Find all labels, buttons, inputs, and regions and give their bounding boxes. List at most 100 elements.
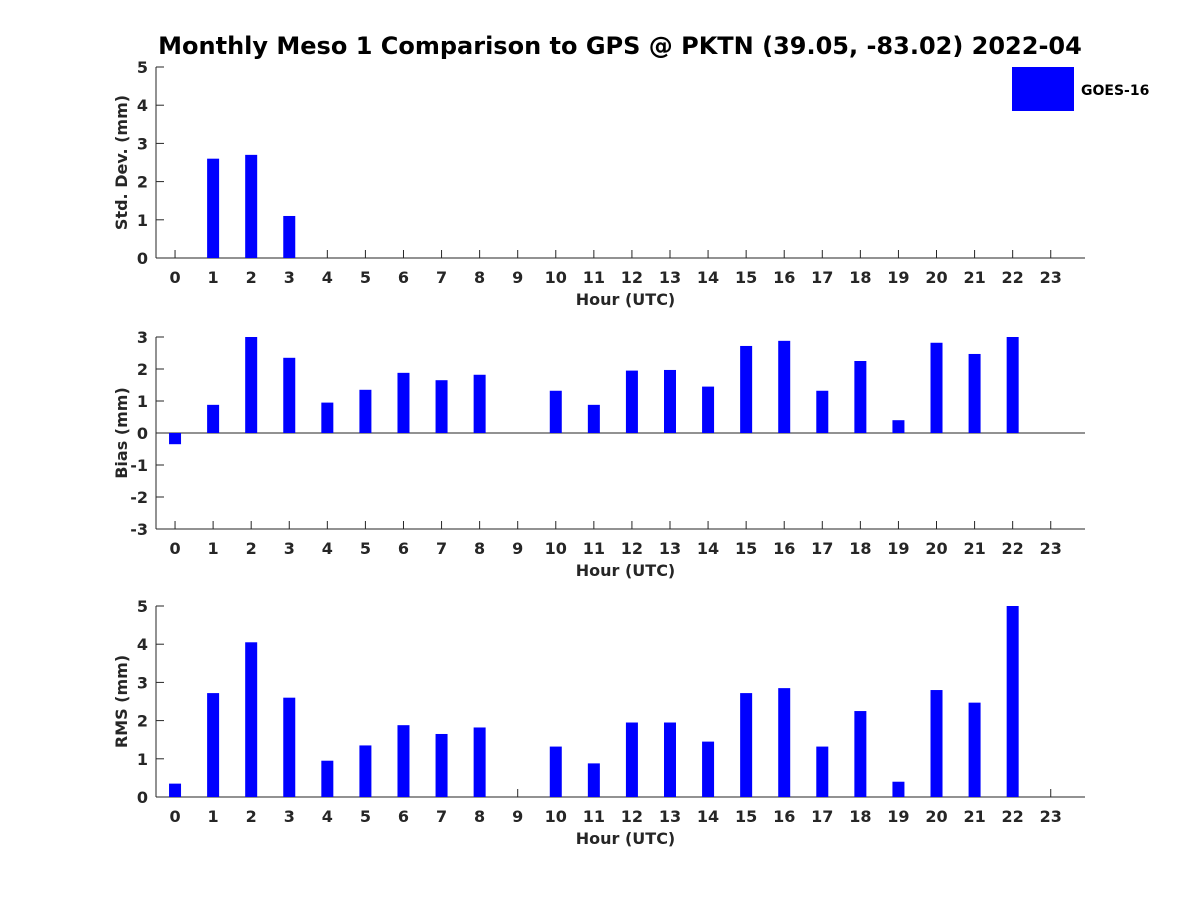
x-tick-label: 20 <box>925 539 947 558</box>
x-tick-label: 8 <box>474 268 485 287</box>
y-tick-label: 5 <box>137 597 148 616</box>
bar-bias-hour-0 <box>169 433 182 445</box>
bar-bias-hour-16 <box>778 340 791 433</box>
x-tick-label: 1 <box>208 807 219 826</box>
y-tick-label: 3 <box>137 328 148 347</box>
x-tick-label: 23 <box>1040 539 1062 558</box>
legend-label: GOES-16 <box>1081 83 1149 99</box>
y-axis-label: RMS (mm) <box>112 655 131 748</box>
x-tick-label: 22 <box>1002 539 1024 558</box>
bar-rms-hour-12 <box>625 722 638 797</box>
bar-bias-hour-18 <box>854 361 867 433</box>
y-tick-label: 0 <box>137 249 148 268</box>
x-tick-label: 15 <box>735 268 757 287</box>
x-tick-label: 1 <box>208 268 219 287</box>
x-tick-label: 5 <box>360 807 371 826</box>
chart-title: Monthly Meso 1 Comparison to GPS @ PKTN … <box>158 32 1082 60</box>
x-tick-label: 2 <box>246 539 257 558</box>
y-tick-label: 1 <box>137 392 148 411</box>
bar-bias-hour-8 <box>473 374 486 433</box>
x-tick-label: 15 <box>735 807 757 826</box>
x-tick-label: 10 <box>545 268 567 287</box>
bar-bias-hour-10 <box>549 390 562 433</box>
bar-rms-hour-13 <box>663 722 676 797</box>
legend-swatch <box>1012 67 1074 111</box>
bar-bias-hour-12 <box>625 370 638 433</box>
bar-bias-hour-7 <box>435 380 448 433</box>
x-tick-label: 6 <box>398 539 409 558</box>
x-tick-label: 13 <box>659 807 681 826</box>
bar-bias-hour-5 <box>359 389 372 433</box>
y-tick-label: 2 <box>137 173 148 192</box>
bar-bias-hour-21 <box>968 353 981 433</box>
bar-std-hour-2 <box>245 154 258 258</box>
bar-std-hour-3 <box>283 215 296 258</box>
x-tick-label: 1 <box>208 539 219 558</box>
x-tick-label: 3 <box>284 539 295 558</box>
bar-rms-hour-21 <box>968 702 981 797</box>
x-tick-label: 7 <box>436 807 447 826</box>
bar-rms-hour-18 <box>854 711 867 797</box>
bar-bias-hour-6 <box>397 372 410 433</box>
x-tick-label: 4 <box>322 268 333 287</box>
bar-rms-hour-5 <box>359 745 372 797</box>
bar-rms-hour-14 <box>702 741 715 797</box>
x-tick-label: 13 <box>659 539 681 558</box>
y-tick-label: 4 <box>137 635 148 654</box>
x-tick-label: 0 <box>169 539 180 558</box>
x-axis-label: Hour (UTC) <box>576 290 676 309</box>
y-tick-label: 0 <box>137 788 148 807</box>
bar-rms-hour-8 <box>473 727 486 797</box>
x-tick-label: 3 <box>284 807 295 826</box>
bar-bias-hour-3 <box>283 357 296 433</box>
x-tick-label: 20 <box>925 807 947 826</box>
y-tick-label: 2 <box>137 360 148 379</box>
bar-bias-hour-13 <box>663 369 676 433</box>
bar-bias-hour-4 <box>321 402 334 433</box>
y-tick-label: 5 <box>137 58 148 77</box>
x-tick-label: 9 <box>512 268 523 287</box>
x-tick-label: 23 <box>1040 807 1062 826</box>
y-tick-label: -2 <box>130 488 148 507</box>
x-tick-label: 9 <box>512 539 523 558</box>
bar-rms-hour-0 <box>169 783 182 797</box>
x-tick-label: 11 <box>583 268 605 287</box>
bar-rms-hour-3 <box>283 697 296 797</box>
bar-bias-hour-15 <box>740 345 753 433</box>
x-axis-label: Hour (UTC) <box>576 561 676 580</box>
x-tick-label: 18 <box>849 539 871 558</box>
x-tick-label: 0 <box>169 807 180 826</box>
y-tick-label: 1 <box>137 750 148 769</box>
bar-bias-hour-14 <box>702 386 715 433</box>
x-tick-label: 17 <box>811 807 833 826</box>
y-tick-label: 3 <box>137 134 148 153</box>
x-tick-label: 6 <box>398 807 409 826</box>
x-tick-label: 18 <box>849 268 871 287</box>
bar-rms-hour-17 <box>816 746 829 797</box>
x-tick-label: 14 <box>697 807 719 826</box>
x-tick-label: 6 <box>398 268 409 287</box>
bar-rms-hour-19 <box>892 781 905 797</box>
x-tick-label: 2 <box>246 807 257 826</box>
x-tick-label: 14 <box>697 539 719 558</box>
x-tick-label: 17 <box>811 268 833 287</box>
x-tick-label: 23 <box>1040 268 1062 287</box>
x-tick-label: 7 <box>436 268 447 287</box>
bar-rms-hour-4 <box>321 760 334 797</box>
x-tick-label: 19 <box>887 807 909 826</box>
x-tick-label: 21 <box>963 807 985 826</box>
bar-rms-hour-1 <box>207 693 220 797</box>
x-tick-label: 5 <box>360 539 371 558</box>
bar-bias-hour-20 <box>930 342 943 433</box>
bar-rms-hour-7 <box>435 733 448 797</box>
x-tick-label: 18 <box>849 807 871 826</box>
x-tick-label: 19 <box>887 539 909 558</box>
x-tick-label: 9 <box>512 807 523 826</box>
legend: GOES-16 <box>1012 67 1149 111</box>
x-tick-label: 12 <box>621 268 643 287</box>
bar-bias-hour-1 <box>207 404 220 433</box>
